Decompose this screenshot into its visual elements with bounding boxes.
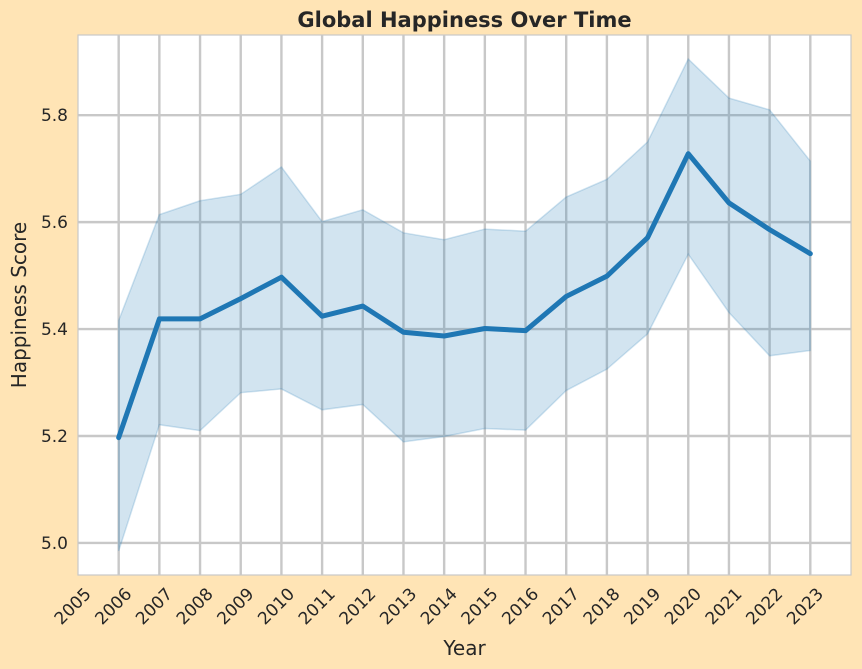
x-tick-label: 2013 bbox=[376, 584, 421, 629]
x-tick-label: 2010 bbox=[254, 584, 299, 629]
x-tick-label: 2008 bbox=[173, 584, 218, 629]
x-axis-label: Year bbox=[442, 636, 486, 660]
x-tick-label: 2016 bbox=[498, 584, 543, 629]
x-tick-label: 2019 bbox=[620, 584, 665, 629]
x-tick-label: 2009 bbox=[214, 584, 259, 629]
x-tick-label: 2005 bbox=[51, 584, 96, 629]
x-tick-label: 2011 bbox=[295, 584, 340, 629]
y-axis-label: Happiness Score bbox=[7, 222, 31, 388]
x-tick-label: 2018 bbox=[580, 584, 625, 629]
grid-lines bbox=[78, 35, 851, 575]
x-tick-label: 2017 bbox=[539, 584, 584, 629]
happiness-line bbox=[116, 151, 813, 441]
x-tick-label: 2020 bbox=[661, 584, 706, 629]
x-tick-label: 2022 bbox=[742, 584, 787, 629]
y-tick-label: 5.4 bbox=[41, 320, 68, 340]
x-tick-label: 2007 bbox=[132, 584, 177, 629]
y-tick-label: 5.6 bbox=[41, 213, 68, 233]
x-tick-label: 2015 bbox=[458, 584, 503, 629]
x-tick-label: 2014 bbox=[417, 584, 462, 629]
chart-title: Global Happiness Over Time bbox=[297, 8, 631, 32]
x-tick-label: 2006 bbox=[91, 584, 136, 629]
y-tick-label: 5.8 bbox=[41, 106, 68, 126]
x-tick-label: 2012 bbox=[336, 584, 381, 629]
y-tick-label: 5.0 bbox=[41, 534, 68, 554]
plot-area bbox=[77, 34, 852, 576]
y-tick-label: 5.2 bbox=[41, 427, 68, 447]
confidence-band bbox=[117, 57, 812, 552]
x-tick-label: 2021 bbox=[702, 584, 747, 629]
x-tick-label: 2023 bbox=[783, 584, 828, 629]
